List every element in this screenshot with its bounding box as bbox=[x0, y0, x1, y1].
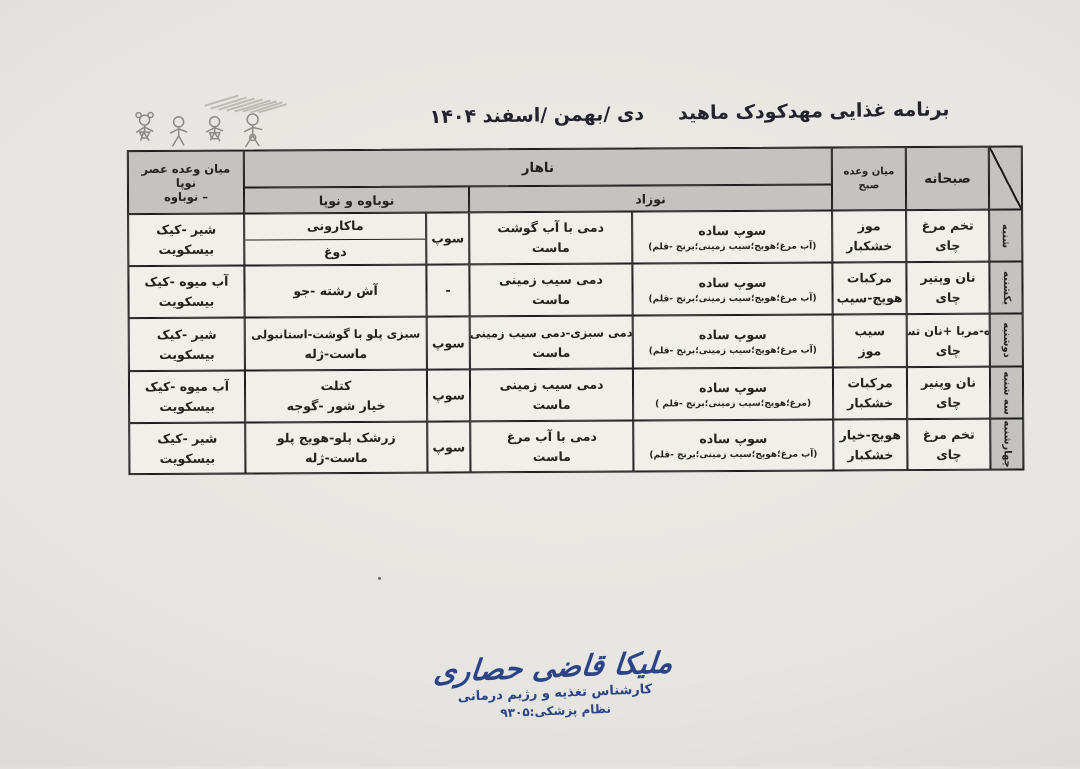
soup-cell: سوپ bbox=[426, 212, 470, 265]
header-afternoon-snack: میان وعده عصر نوپا – نوباوه bbox=[127, 150, 245, 215]
soup-cell: سوپ bbox=[427, 421, 471, 473]
scan-speck bbox=[378, 576, 382, 580]
day-label-wednesday: چهارشنبه bbox=[990, 418, 1024, 470]
header-breakfast: صبحانه bbox=[905, 146, 990, 211]
day-label-monday: دوشنبه bbox=[989, 313, 1023, 367]
toddler-cell: کتلت خیار شور -گوجه bbox=[244, 369, 428, 423]
toddler-cell: ماکارونی دوغ bbox=[244, 212, 427, 266]
children-doodle-clipart bbox=[135, 94, 287, 148]
toddler-cell: آش رشته -جو bbox=[244, 264, 427, 318]
nutritionist-stamp: ملیکا قاضی حصاری کارشناس تغذیه و رژیم در… bbox=[398, 644, 711, 725]
day-label-tuesday: سه شنبه bbox=[989, 366, 1024, 419]
infant-soup-cell: سوپ ساده (آب مرغ؛هویج؛سیب زمینی؛برنج -قل… bbox=[633, 419, 834, 472]
infant-soup-cell: سوپ ساده (مرغ؛هویج؛سیب زمینی؛برنج -قلم ) bbox=[632, 367, 834, 421]
toddler-cell: سبزی پلو با گوشت-استانبولی ماست-ژله bbox=[244, 316, 427, 371]
header-toddler: نوباوه و نوپا bbox=[243, 186, 470, 214]
menu-table: صبحانه میان وعده صبح ناهار نوزاد نوباوه … bbox=[126, 145, 1025, 476]
breakfast-cell: کره-مربا +نان تست چای bbox=[906, 313, 990, 368]
day-label-sunday: یکشنبه bbox=[989, 261, 1023, 314]
header-infant: نوزاد bbox=[468, 184, 833, 213]
morning-snack-cell: هویج-خیار خشکبار bbox=[833, 419, 908, 471]
breakfast-cell: تخم مرغ چای bbox=[907, 418, 991, 471]
morning-snack-cell: مرکبات خشکبار bbox=[832, 367, 908, 420]
day-label-saturday: شنبه bbox=[989, 209, 1023, 262]
breakfast-cell: نان وپنیر چای bbox=[906, 366, 991, 420]
infant-main-cell: دمی سیب زمینی ماست bbox=[469, 263, 633, 317]
morning-snack-cell: مرکبات هویج-سیب bbox=[832, 262, 907, 315]
header-lunch: ناهار bbox=[243, 147, 832, 188]
infant-soup-cell: سوپ ساده (آب مرغ؛هویج؛سیب زمینی؛برنج -قل… bbox=[632, 262, 833, 316]
document-title: برنامه غذایی مهدکودک ماهید دی /بهمن /اسف… bbox=[353, 97, 1025, 129]
infant-main-cell: دمی سبزی-دمی سیب زمینی ماست bbox=[469, 315, 633, 370]
infant-soup-cell: سوپ ساده (آب مرغ؛هویج؛سیب زمینی؛برنج -قل… bbox=[632, 210, 833, 264]
title-main: برنامه غذایی مهدکودک ماهید bbox=[677, 98, 950, 125]
afternoon-snack-cell: آب میوه -کیک بیسکویت bbox=[128, 370, 246, 424]
toddler-cell: زرشک پلو-هویج پلو ماست-ژله bbox=[245, 421, 428, 474]
soup-cell: سوپ bbox=[426, 316, 470, 370]
afternoon-snack-cell: شیر -کیک بیسکویت bbox=[129, 422, 246, 475]
infant-main-cell: دمی با آب گوشت ماست bbox=[469, 211, 633, 265]
infant-main-cell: دمی سیب زمینی ماست bbox=[469, 368, 634, 422]
infant-soup-cell: سوپ ساده (آب مرغ؛هویج؛سیب زمینی؛برنج -قل… bbox=[632, 314, 833, 369]
infant-main-cell: دمی با آب مرغ ماست bbox=[470, 420, 634, 473]
morning-snack-cell: سیب موز bbox=[832, 314, 907, 368]
soup-cell: - bbox=[426, 264, 470, 317]
breakfast-cell: تخم مرغ چای bbox=[906, 209, 990, 263]
afternoon-snack-cell: شیر -کیک بیسکویت bbox=[128, 213, 245, 267]
soup-cell: سوپ bbox=[426, 369, 471, 422]
corner-diagonal-cell bbox=[988, 146, 1023, 210]
afternoon-snack-cell: آب میوه -کیک بیسکویت bbox=[128, 265, 245, 319]
title-months: دی /بهمن /اسفند ۱۴۰۴ bbox=[429, 102, 645, 129]
morning-snack-cell: موز خشکبار bbox=[832, 210, 907, 263]
afternoon-snack-cell: شیر -کیک بیسکویت bbox=[128, 317, 245, 372]
header-morning-snack: میان وعده صبح bbox=[831, 147, 907, 211]
breakfast-cell: نان وپنیر چای bbox=[906, 261, 990, 315]
